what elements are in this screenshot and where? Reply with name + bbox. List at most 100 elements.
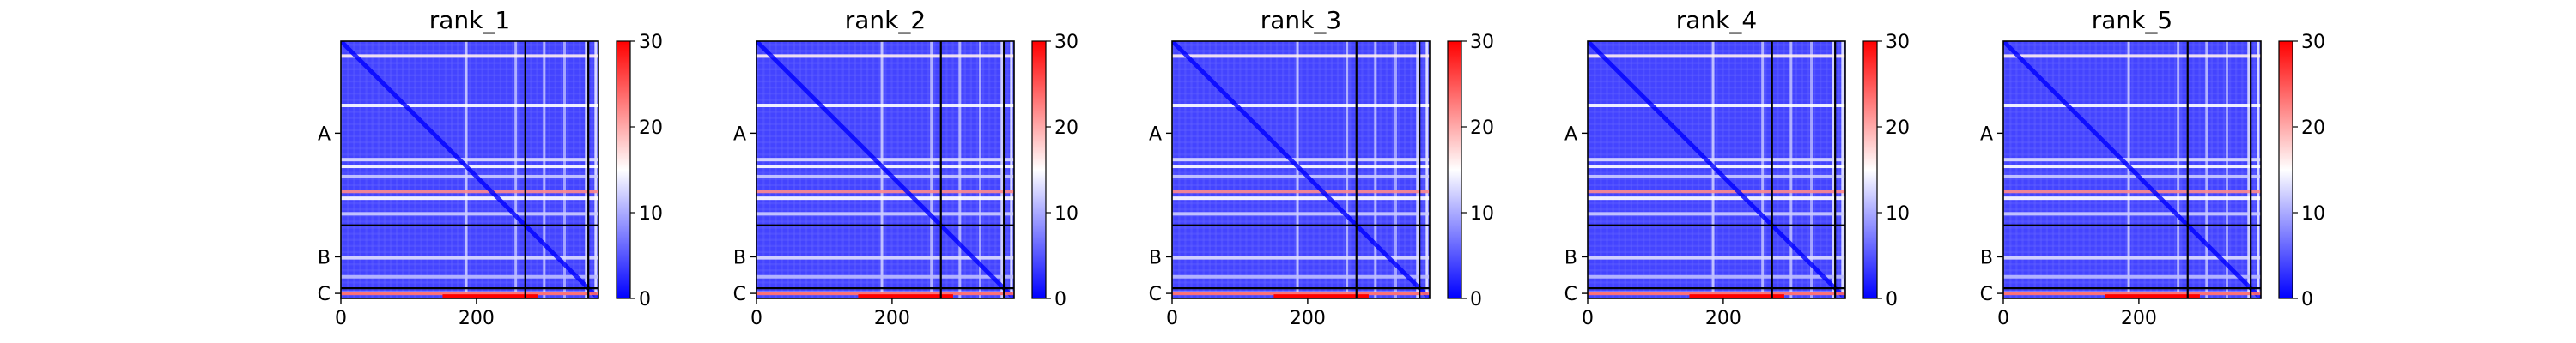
texture-row: [1172, 44, 1430, 46]
texture-column: [1685, 41, 1688, 298]
texture-row: [2003, 226, 2261, 229]
texture-column: [927, 41, 930, 298]
column-band: [880, 41, 884, 298]
texture-row: [756, 117, 1014, 119]
texture-column: [756, 41, 759, 298]
x-tick-label: 0: [1997, 308, 2009, 329]
row-band: [1588, 165, 1845, 169]
texture-column: [530, 41, 532, 298]
texture-column: [1324, 41, 1327, 298]
texture-row: [341, 281, 598, 284]
texture-column: [1722, 41, 1724, 298]
x-tick-label: 200: [2121, 308, 2157, 329]
texture-column: [1178, 41, 1181, 298]
texture-column: [805, 41, 808, 298]
chain-c-high: [2105, 294, 2200, 298]
texture-row: [2003, 99, 2261, 101]
texture-column: [457, 41, 459, 298]
texture-column: [1263, 41, 1266, 298]
x-tick-label: 200: [874, 308, 910, 329]
texture-row: [756, 44, 1014, 46]
texture-column: [1349, 41, 1352, 298]
column-band: [1346, 41, 1349, 298]
texture-row: [341, 300, 598, 302]
texture-row: [756, 184, 1014, 186]
chain-label: C: [733, 284, 746, 305]
texture-row: [2003, 123, 2261, 125]
texture-column: [395, 41, 398, 298]
texture-row: [756, 281, 1014, 284]
texture-column: [2070, 41, 2073, 298]
texture-row: [1588, 68, 1845, 70]
texture-row: [1172, 262, 1430, 266]
texture-row: [756, 300, 1014, 302]
chain-label: B: [318, 247, 331, 268]
chain-c-high: [1689, 294, 1784, 298]
texture-row: [756, 99, 1014, 101]
texture-column: [811, 41, 814, 298]
texture-column: [969, 41, 973, 298]
texture-row: [341, 178, 598, 180]
texture-column: [2235, 41, 2238, 298]
texture-row: [1172, 117, 1430, 119]
row-band: [1172, 196, 1430, 201]
texture-row: [2003, 208, 2261, 211]
texture-column: [1367, 41, 1370, 298]
chain-label: C: [318, 284, 331, 305]
texture-column: [560, 41, 563, 298]
texture-column: [536, 41, 538, 298]
row-band: [341, 190, 598, 194]
texture-column: [2100, 41, 2104, 298]
texture-row: [1172, 184, 1430, 186]
texture-column: [481, 41, 483, 298]
row-band: [2003, 196, 2261, 201]
texture-column: [994, 41, 997, 298]
colorbar-tick-label: 30: [1470, 32, 1494, 53]
texture-row: [341, 172, 598, 174]
texture-row: [1588, 129, 1845, 131]
texture-column: [420, 41, 422, 298]
texture-column: [1336, 41, 1340, 298]
texture-row: [341, 244, 598, 247]
row-band: [756, 256, 1014, 260]
texture-column: [2051, 41, 2055, 298]
texture-row: [341, 141, 598, 144]
heatmap-frame: [1171, 40, 1431, 299]
texture-column: [1397, 41, 1400, 298]
texture-column: [1758, 41, 1761, 298]
colorbar-tick-label: 10: [2301, 203, 2325, 225]
texture-column: [1801, 41, 1804, 298]
texture-row: [756, 74, 1014, 77]
texture-column: [2253, 41, 2256, 298]
panel-title: rank_1: [429, 6, 510, 34]
texture-row: [2003, 68, 2261, 70]
texture-row: [1588, 93, 1845, 95]
texture-row: [341, 262, 598, 266]
texture-column: [1600, 41, 1602, 298]
chain-label: A: [1149, 123, 1162, 145]
row-band: [341, 104, 598, 107]
texture-row: [1588, 208, 1845, 211]
texture-row: [1588, 262, 1845, 266]
texture-column: [1636, 41, 1639, 298]
colorbar: [616, 40, 631, 299]
texture-row: [341, 111, 598, 113]
column-band: [1416, 41, 1419, 298]
chain-c-band: [756, 292, 1014, 296]
texture-column: [1673, 41, 1675, 298]
texture-column: [835, 41, 838, 298]
heatmap-frame: [2002, 40, 2262, 299]
texture-row: [2003, 44, 2261, 46]
texture-row: [2003, 172, 2261, 174]
texture-column: [1275, 41, 1279, 298]
texture-row: [1172, 129, 1430, 131]
texture-row: [341, 184, 598, 186]
texture-row: [2003, 50, 2261, 52]
texture-column: [1710, 41, 1712, 298]
column-band: [585, 41, 588, 298]
x-tick-label: 0: [1582, 308, 1594, 329]
diagonal: [756, 41, 1014, 298]
column-band: [958, 41, 962, 298]
